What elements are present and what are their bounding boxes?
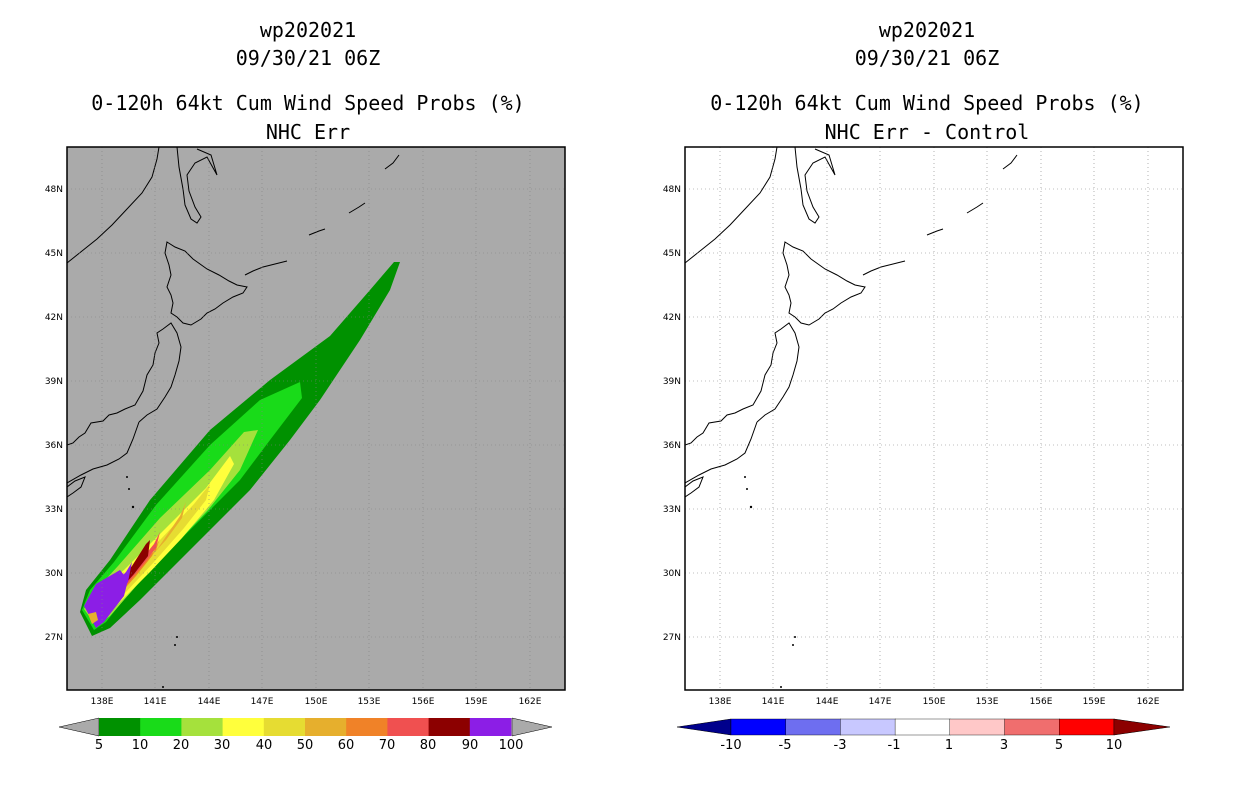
lat-label: 42N — [663, 313, 681, 323]
right-colorbar-labels: -10 -5 -3 -1 1 3 5 10 — [720, 738, 1122, 753]
colorbar-swatch — [1004, 718, 1060, 736]
colorbar-swatch — [949, 718, 1006, 736]
lat-label: 33N — [663, 505, 681, 515]
lon-label: 156E — [412, 697, 435, 707]
left-datetime: 09/30/21 06Z — [235, 46, 381, 70]
left-lat-labels: 48N 45N 42N 39N 36N 33N 30N 27N — [45, 185, 63, 643]
right-map-frame: 48N 45N 42N 39N 36N 33N 30N 27N 138E 141… — [663, 146, 1184, 707]
colorbar-swatch — [1058, 718, 1115, 736]
lat-label: 48N — [45, 185, 63, 195]
lat-label: 27N — [45, 633, 63, 643]
colorbar-swatch — [785, 718, 842, 736]
lat-label: 36N — [663, 441, 681, 451]
colorbar-swatch — [428, 718, 471, 736]
colorbar-swatch — [99, 718, 141, 736]
colorbar-over-arrow — [511, 717, 553, 737]
lon-label: 150E — [923, 697, 946, 707]
colorbar-under-arrow — [58, 717, 100, 737]
left-map-frame: 48N 45N 42N 39N 36N 33N 30N 27N 138E 141… — [45, 146, 566, 707]
left-map-background — [67, 147, 565, 690]
lat-label: 39N — [45, 377, 63, 387]
lon-label: 162E — [1137, 697, 1160, 707]
colorbar-label: -5 — [779, 738, 792, 753]
lon-label: 147E — [869, 697, 892, 707]
colorbar-label: 60 — [338, 738, 355, 753]
lon-label: 144E — [816, 697, 839, 707]
lat-label: 39N — [663, 377, 681, 387]
lon-label: 147E — [251, 697, 274, 707]
lat-label: 36N — [45, 441, 63, 451]
colorbar-swatch — [346, 718, 388, 736]
left-probability-swath — [67, 147, 565, 690]
right-lon-labels: 138E 141E 144E 147E 150E 153E 156E 159E … — [709, 697, 1160, 707]
colorbar-label: 40 — [256, 738, 273, 753]
colorbar-label: -1 — [888, 738, 901, 753]
colorbar-swatch — [387, 718, 429, 736]
colorbar-swatch — [469, 718, 512, 736]
left-lon-labels: 138E 141E 144E 147E 150E 153E 156E 159E … — [91, 697, 542, 707]
left-product-title: 0-120h 64kt Cum Wind Speed Probs (%) — [91, 91, 525, 115]
lon-label: 138E — [709, 697, 732, 707]
lat-label: 42N — [45, 313, 63, 323]
lon-label: 144E — [198, 697, 221, 707]
lon-label: 141E — [144, 697, 167, 707]
colorbar-label: 30 — [214, 738, 231, 753]
lon-label: 156E — [1030, 697, 1053, 707]
left-subtitle: NHC Err — [265, 120, 351, 144]
lat-label: 30N — [663, 569, 681, 579]
lon-label: 162E — [519, 697, 542, 707]
right-map-background — [685, 147, 1183, 690]
colorbar-over-arrow — [1113, 718, 1171, 736]
left-colorbar — [58, 717, 553, 737]
colorbar-swatch — [222, 718, 265, 736]
colorbar-swatch — [305, 718, 347, 736]
right-datetime: 09/30/21 06Z — [854, 46, 1000, 70]
lat-label: 45N — [45, 249, 63, 259]
colorbar-label: 20 — [173, 738, 190, 753]
right-map-border — [684, 146, 1184, 691]
colorbar-label: 5 — [95, 738, 103, 753]
lon-label: 159E — [1083, 697, 1106, 707]
colorbar-label: 1 — [945, 738, 953, 753]
left-storm-id: wp202021 — [259, 18, 357, 42]
colorbar-swatch — [140, 718, 182, 736]
lon-label: 141E — [762, 697, 785, 707]
lat-label: 33N — [45, 505, 63, 515]
colorbar-label: 90 — [462, 738, 479, 753]
colorbar-label: 50 — [297, 738, 314, 753]
colorbar-label: -10 — [720, 738, 741, 753]
colorbar-label: -3 — [834, 738, 847, 753]
colorbar-label: 80 — [420, 738, 437, 753]
lon-label: 150E — [305, 697, 328, 707]
lat-label: 45N — [663, 249, 681, 259]
colorbar-swatch — [181, 718, 223, 736]
right-product-title: 0-120h 64kt Cum Wind Speed Probs (%) — [710, 91, 1144, 115]
colorbar-label: 3 — [1000, 738, 1008, 753]
left-colorbar-labels: 5 10 20 30 40 50 60 70 80 90 100 — [95, 738, 524, 753]
left-map-border — [66, 146, 566, 691]
lon-label: 153E — [358, 697, 381, 707]
colorbar-swatch — [263, 718, 306, 736]
right-storm-id: wp202021 — [878, 18, 976, 42]
colorbar-label: 10 — [1106, 738, 1123, 753]
right-subtitle: NHC Err - Control — [824, 120, 1030, 144]
colorbar-label: 100 — [499, 738, 524, 753]
colorbar-label: 10 — [132, 738, 149, 753]
colorbar-swatch — [894, 718, 951, 736]
lon-label: 153E — [976, 697, 999, 707]
colorbar-label: 5 — [1055, 738, 1063, 753]
lat-label: 30N — [45, 569, 63, 579]
colorbar-label: 70 — [379, 738, 396, 753]
lat-label: 27N — [663, 633, 681, 643]
lon-label: 138E — [91, 697, 114, 707]
lat-label: 48N — [663, 185, 681, 195]
colorbar-swatch — [840, 718, 896, 736]
right-lat-labels: 48N 45N 42N 39N 36N 33N 30N 27N — [663, 185, 681, 643]
colorbar-swatch — [730, 718, 787, 736]
right-colorbar — [676, 718, 1171, 736]
lon-label: 159E — [465, 697, 488, 707]
colorbar-under-arrow — [676, 718, 732, 736]
